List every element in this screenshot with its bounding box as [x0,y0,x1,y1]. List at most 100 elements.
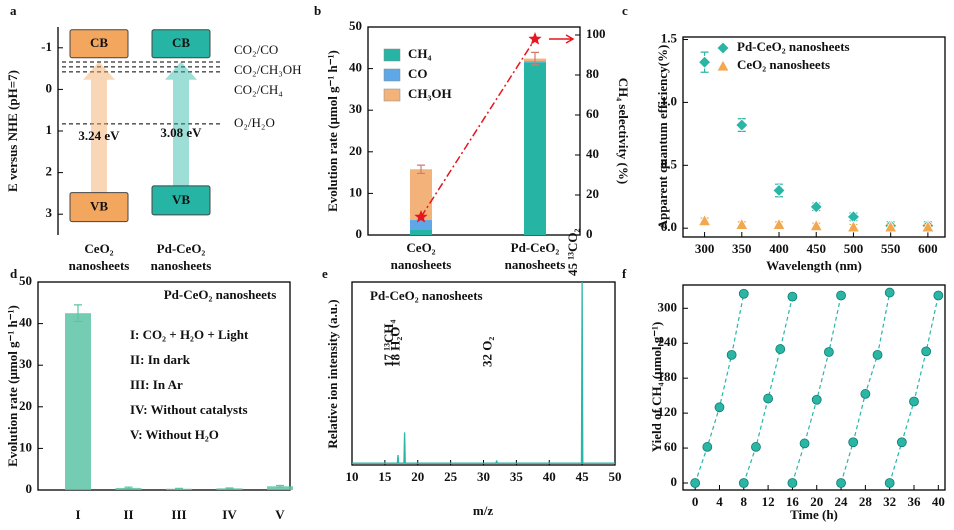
peak-label: 45 ¹³CO₂ [565,228,580,276]
x-tick-label: 25 [444,469,458,484]
y-tick-label: 20 [349,143,362,158]
legend-label: CeO₂ nanosheets [737,57,830,72]
data-point [846,220,861,233]
data-point [738,288,749,299]
data-point [872,349,883,360]
x-tick-label: 28 [859,494,873,509]
gap-label: 3.08 eV [160,125,202,140]
panel-label: d [10,266,18,281]
panel-label: b [314,3,321,18]
x-tick-label: 600 [918,241,938,256]
error-bar [276,484,284,488]
x-tick-label: 300 [695,241,715,256]
note: I: CO₂ + H₂O + Light [130,327,249,342]
redox-label: CO₂/CH₃OH [234,62,302,77]
y-tick-label: 10 [19,439,32,454]
x-category-label: nanosheets [69,258,130,273]
data-point [921,346,932,357]
y-tick-label: 20 [19,398,32,413]
data-point [811,394,822,405]
bar-segment [524,62,546,235]
y-tick-label: 60 [664,439,677,454]
legend-label: CO [408,66,428,81]
bar [267,486,293,490]
data-point [909,396,919,407]
x-tick-label: 500 [844,241,864,256]
y-tick-label: 300 [658,299,678,314]
x-tick-label: 0 [692,494,699,509]
error-bar [225,487,234,490]
plot-frame [682,284,946,491]
y-tick-label: 0.5 [661,156,678,171]
y-tick-label: 100 [586,26,606,41]
y-tick-label: -1 [41,39,52,54]
x-tick-label: 8 [741,494,748,509]
x-category-label: III [171,507,186,522]
cb-label: CB [90,35,108,50]
redox-label: O₂/H₂O [234,115,275,130]
x-category-label: nanosheets [151,258,212,273]
error-bar [124,486,133,490]
legend-marker [716,59,730,72]
data-point [933,290,944,301]
y-axis-title: Evolution rate (μmol g⁻¹ h⁻¹) [325,50,340,212]
cb-label: CB [172,35,190,50]
y-tick-label: 1 [46,122,53,137]
data-point [836,478,846,488]
y-tick-label: 0 [671,474,678,489]
x-tick-label: 450 [806,241,826,256]
note: V: Without H₂O [130,427,219,442]
y-tick-label: 3 [46,205,53,220]
data-point [896,437,907,448]
y-tick-label: 0.0 [661,219,677,234]
legend-swatch [383,68,401,82]
error-bar [175,487,183,490]
error-bar [417,164,425,175]
panel-label: a [10,3,17,18]
y-tick-label: 40 [349,60,362,75]
y-tick-label: 0 [356,226,363,241]
y-axis-title: Apparent quantum efficiency(%) [655,45,670,230]
panel-label: f [622,266,627,281]
x-tick-label: 15 [378,469,392,484]
data-point [690,478,701,488]
x-category-label: nanosheets [391,257,452,272]
data-point [799,438,810,449]
legend-label: CH₃OH [408,86,452,101]
data-point [884,287,895,298]
y-axis-title: Yield of CH₄ (μmol g⁻¹) [649,322,664,453]
y-tick-label: 80 [586,66,599,81]
plot-frame [682,36,946,238]
vb-label: VB [90,199,108,214]
gap-arrow [83,61,115,193]
y-tick-label: 10 [349,184,362,199]
cycle-line [889,295,939,484]
legend-marker [716,41,730,55]
data-point [751,442,761,452]
y-tick-label: 240 [658,334,678,349]
note: IV: Without catalysts [130,402,248,417]
data-point [714,402,725,413]
data-point [763,393,774,404]
pointer-arrow [549,34,575,44]
error-bar [74,304,82,323]
legend-label: Pd-CeO₂ nanosheets [737,39,850,54]
plot-frame [367,26,581,236]
x-axis-title: Time (h) [790,507,838,522]
x-category-label: I [75,507,80,522]
data-point [848,437,859,448]
x-tick-label: 45 [576,469,590,484]
x-category-label: CeO₂ [406,240,435,255]
data-point [772,183,786,198]
y-tick-label: 60 [586,106,599,121]
annotation: Pd-CeO₂ nanosheets [164,287,277,302]
y-tick-label: 30 [349,101,362,116]
conduction-band [69,29,129,59]
x-tick-label: 12 [762,494,775,509]
data-point [775,344,786,354]
y-tick-label: 40 [19,315,32,330]
bar [65,313,91,490]
error-bar [531,51,539,66]
